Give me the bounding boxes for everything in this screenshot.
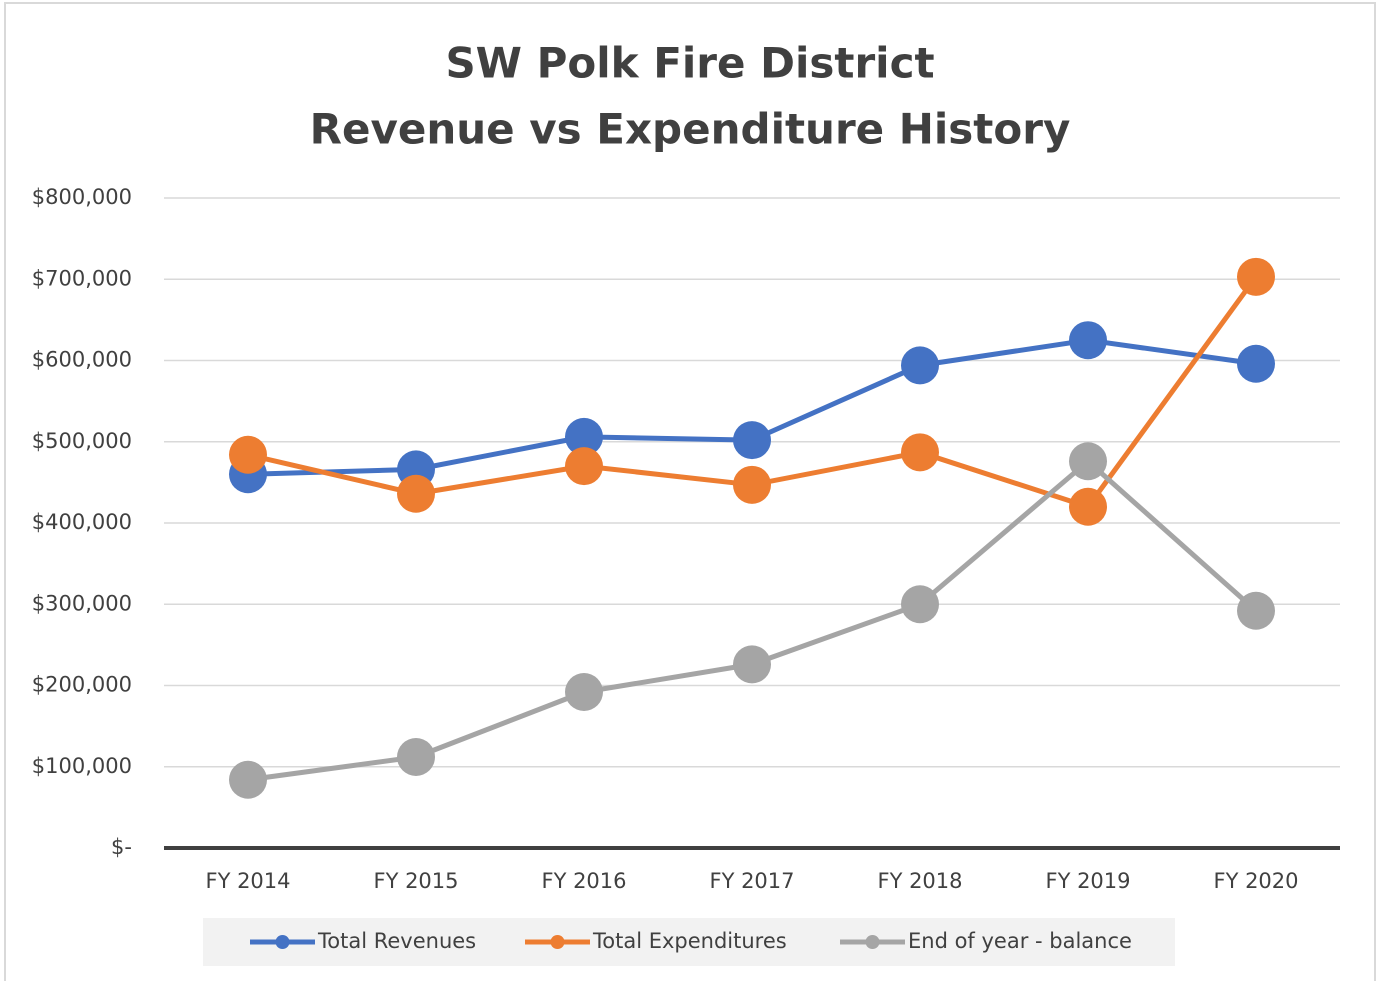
data-point: [397, 738, 435, 776]
chart-frame: [4, 2, 1376, 981]
x-tick-label: FY 2018: [877, 869, 962, 893]
data-point: [901, 585, 939, 624]
data-point: [1237, 344, 1275, 383]
x-tick-label: FY 2015: [373, 869, 458, 893]
y-tick-label: $200,000: [32, 673, 132, 697]
x-tick-label: FY 2016: [541, 869, 626, 893]
chart-subtitle: Revenue vs Expenditure History: [310, 105, 1071, 154]
x-tick-label: FY 2020: [1213, 869, 1298, 893]
data-point: [229, 760, 267, 799]
data-point: [565, 447, 603, 486]
y-tick-label: $400,000: [32, 510, 132, 534]
x-tick-label: FY 2017: [709, 869, 794, 893]
y-tick-label: $100,000: [32, 754, 132, 778]
legend-label: Total Revenues: [317, 929, 476, 953]
data-point: [565, 417, 603, 456]
legend-marker: [865, 935, 880, 949]
x-tick-label: FY 2014: [205, 869, 290, 893]
data-point: [397, 474, 435, 513]
legend-box: [203, 918, 1175, 966]
legend-marker: [275, 935, 290, 949]
data-point: [1237, 591, 1275, 630]
data-point: [1069, 321, 1107, 360]
data-point: [901, 346, 939, 385]
chart-title: SW Polk Fire District: [445, 39, 934, 88]
legend-label: Total Expenditures: [592, 929, 787, 953]
data-point: [1237, 257, 1275, 296]
data-point: [1069, 487, 1107, 526]
data-point: [565, 673, 603, 711]
legend-label: End of year - balance: [908, 929, 1132, 953]
data-point: [733, 421, 771, 460]
data-point: [1069, 442, 1107, 481]
y-tick-label: $300,000: [32, 591, 132, 615]
x-tick-label: FY 2019: [1045, 869, 1130, 893]
y-tick-label: $600,000: [32, 348, 132, 372]
legend-marker: [550, 935, 565, 949]
y-tick-label: $800,000: [32, 185, 132, 209]
data-point: [733, 645, 771, 684]
y-tick-label: $500,000: [32, 429, 132, 453]
y-tick-label: $700,000: [32, 266, 132, 290]
data-point: [229, 435, 267, 474]
data-point: [733, 465, 771, 504]
y-tick-label: $-: [111, 835, 132, 859]
data-point: [901, 433, 939, 472]
